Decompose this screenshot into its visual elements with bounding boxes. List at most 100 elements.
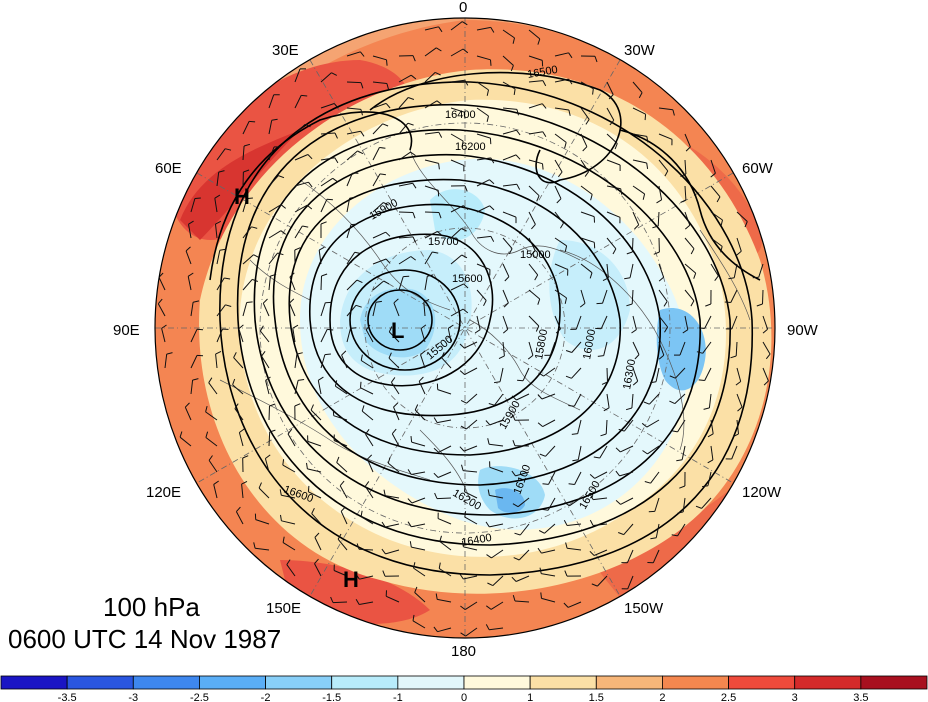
wind-barb — [390, 382, 400, 395]
wind-barb-feather — [420, 324, 427, 329]
wind-barb — [489, 523, 504, 528]
wind-barb — [522, 367, 530, 381]
wind-barb-feather — [536, 195, 540, 202]
legend-swatch — [0, 675, 68, 690]
wind-barb — [450, 159, 465, 166]
wind-barb-feather — [462, 308, 469, 314]
wind-barb-feather — [360, 510, 363, 517]
wind-barb — [494, 393, 504, 406]
pressure-centers: H L H — [234, 184, 404, 592]
wind-barb-feather — [219, 248, 226, 251]
wind-barb-feather — [486, 554, 492, 559]
wind-barb — [464, 601, 478, 611]
wind-barb-feather — [535, 325, 540, 332]
wind-barb — [412, 620, 426, 629]
wind-barb — [463, 470, 478, 473]
wind-barb — [606, 133, 618, 144]
wind-barb — [658, 289, 668, 302]
wind-barb — [216, 250, 221, 265]
lon-label-90w: 90W — [787, 322, 819, 339]
legend-tick-label: 3 — [792, 692, 798, 702]
legend-tick-label: -2.5 — [190, 692, 209, 702]
wind-barb — [710, 237, 723, 247]
wind-barb — [372, 231, 386, 239]
wind-barb-feather — [270, 273, 277, 277]
wind-barb-feather — [589, 494, 594, 500]
wind-barb-feather — [488, 403, 495, 406]
wind-barb-feather — [710, 172, 716, 178]
wind-barb-feather — [356, 543, 360, 550]
wind-barb-feather — [568, 109, 571, 116]
wind-barb-feather — [349, 196, 356, 199]
wind-barb — [567, 523, 582, 526]
wind-barb-feather — [568, 78, 573, 85]
wind-barb — [684, 159, 687, 175]
wind-barb-feather — [589, 272, 593, 279]
wind-barb-feather — [357, 150, 364, 155]
wind-barb-feather — [716, 196, 721, 203]
wind-barb — [580, 107, 590, 120]
wind-barb-feather — [624, 277, 631, 280]
wind-barb-feather — [412, 236, 417, 243]
wind-barb-feather — [537, 38, 541, 45]
wind-barb-feather — [644, 481, 651, 484]
wind-barb-feather — [538, 530, 545, 534]
wind-barb — [424, 47, 437, 57]
wind-barb — [388, 357, 400, 369]
wind-barb — [424, 100, 438, 109]
wind-barb-feather — [572, 459, 579, 462]
wind-barb-feather — [360, 51, 365, 57]
wind-barb-feather — [643, 401, 650, 405]
wind-barb — [605, 419, 608, 435]
wind-barb-feather — [502, 328, 509, 334]
wind-barb-feather — [464, 79, 469, 86]
wind-barb — [517, 497, 530, 508]
wind-barb-feather — [327, 328, 334, 331]
wind-barb — [599, 445, 608, 459]
wind-barb — [424, 72, 436, 83]
wind-barb — [569, 497, 582, 507]
wind-barb — [360, 516, 374, 525]
wind-barb — [317, 380, 322, 395]
wind-barb — [710, 263, 719, 277]
wind-barb-feather — [644, 114, 647, 121]
wind-barb — [632, 211, 640, 226]
wind-barb — [339, 485, 348, 499]
wind-barb-feather — [388, 352, 392, 359]
wind-barb-feather — [684, 224, 691, 230]
wind-barb — [281, 494, 296, 499]
wind-barb-feather — [436, 100, 443, 105]
legend-swatch — [860, 675, 928, 690]
wind-barb-feather — [383, 280, 390, 285]
wind-barb — [333, 440, 348, 447]
wind-barb — [294, 354, 298, 369]
wind-barb — [235, 511, 244, 525]
wind-barb-feather — [310, 404, 314, 411]
wind-barb-feather — [568, 483, 575, 485]
wind-barb-feather — [490, 236, 495, 242]
wind-barb — [681, 445, 686, 460]
wind-barb-feather — [489, 205, 495, 211]
wind-barb-feather — [608, 94, 614, 100]
wind-barb-feather — [188, 220, 194, 225]
wind-barb — [308, 491, 322, 499]
wind-barb-feather — [438, 163, 440, 170]
wind-barb — [655, 367, 660, 382]
wind-barb-feather — [563, 602, 569, 608]
wind-barb — [215, 354, 218, 369]
wind-barb — [658, 159, 669, 172]
wind-barb-feather — [194, 197, 201, 199]
wind-barb — [336, 462, 348, 473]
wind-barb — [464, 341, 478, 349]
wind-barb-feather — [432, 251, 439, 254]
wind-barb — [499, 367, 504, 382]
wind-barb-feather — [652, 225, 659, 229]
wind-barb-feather — [386, 83, 389, 90]
wind-barb-feather — [306, 462, 308, 469]
wind-barb — [158, 277, 166, 291]
wind-barb-feather — [407, 521, 412, 528]
wind-barb-feather — [542, 483, 549, 485]
wind-barb — [519, 523, 530, 536]
wind-barb — [190, 198, 196, 213]
wind-barb — [489, 494, 504, 499]
